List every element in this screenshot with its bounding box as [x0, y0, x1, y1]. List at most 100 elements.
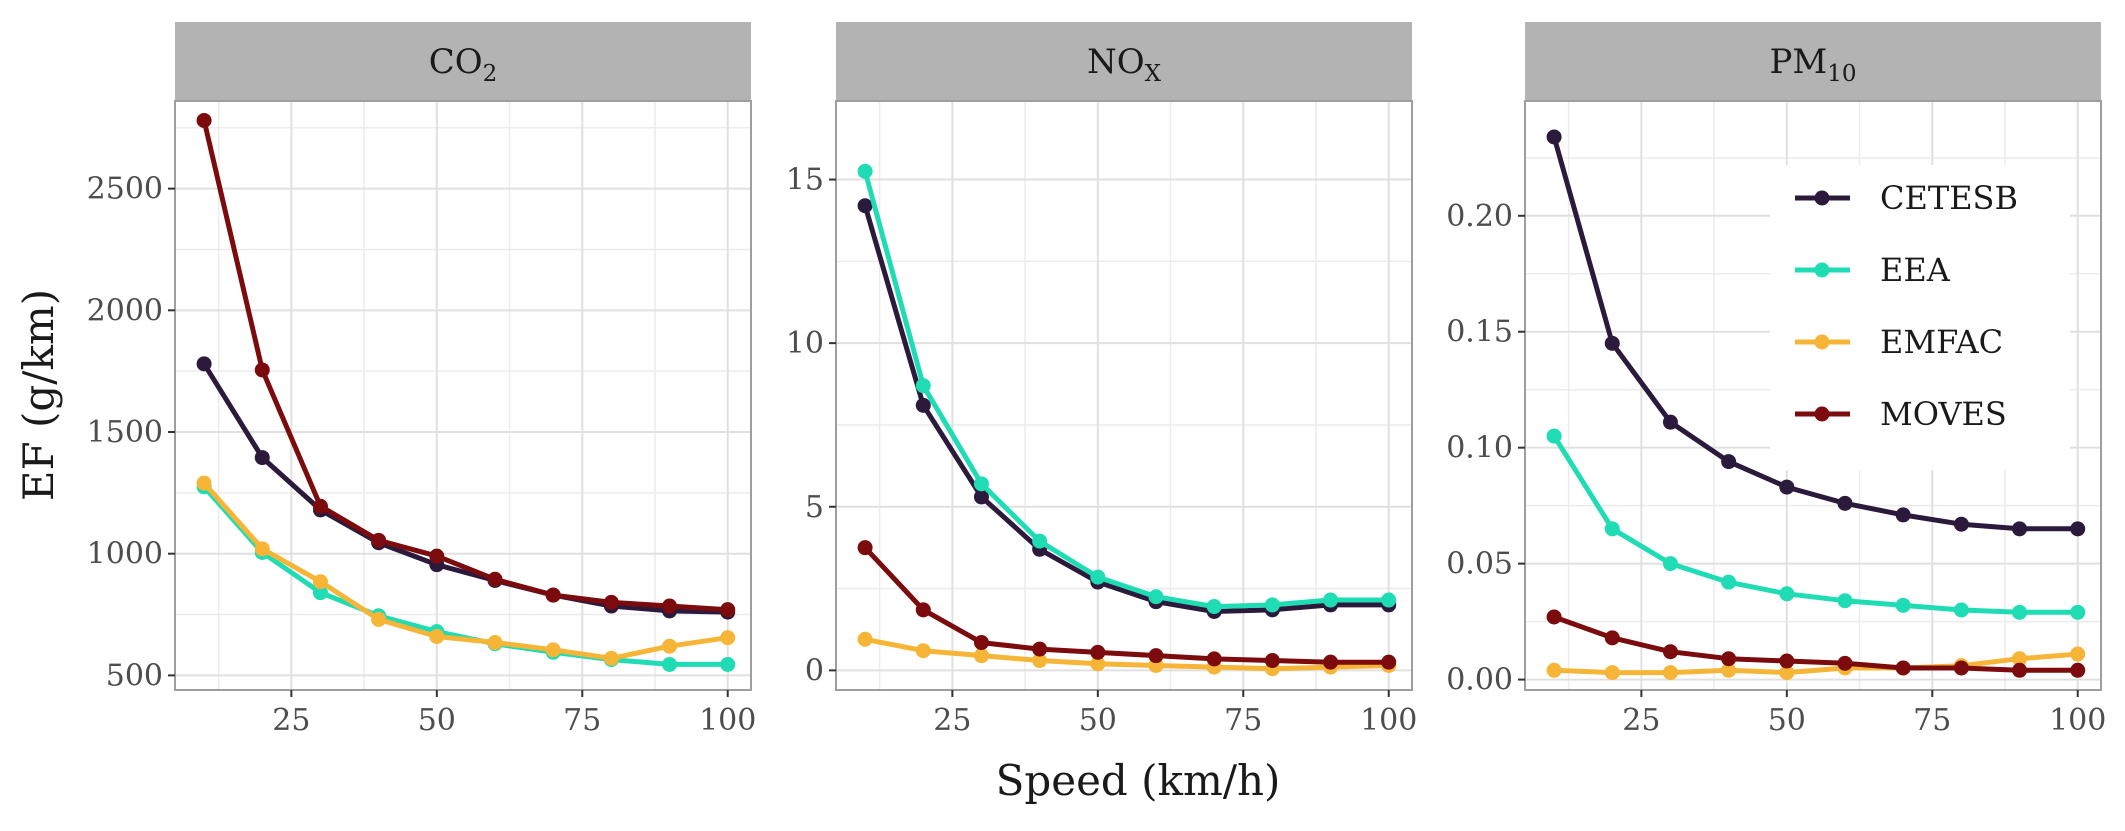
data-point — [1090, 656, 1106, 672]
data-point — [915, 378, 931, 394]
data-point — [1895, 507, 1911, 523]
facet-title: PM — [1770, 42, 1828, 82]
facet-title: NO — [1087, 42, 1145, 82]
series-line-cetesb — [1551, 136, 2078, 532]
data-point — [1721, 454, 1737, 470]
panel-border — [174, 100, 752, 691]
data-point — [1546, 428, 1562, 444]
legend-key-cetesb — [1795, 190, 1850, 206]
y-tick-label: 15 — [786, 163, 824, 198]
data-point — [1546, 662, 1562, 678]
series-line-eea — [1551, 434, 2078, 615]
x-tick-label: 100 — [1360, 703, 1417, 738]
x-tick-label: 75 — [563, 703, 601, 738]
data-point — [1032, 641, 1048, 657]
data-point — [1721, 662, 1737, 678]
data-point — [1779, 653, 1795, 669]
data-point — [1953, 660, 1969, 676]
data-point — [2012, 651, 2028, 667]
data-point — [1837, 593, 1853, 609]
data-point — [1323, 654, 1339, 670]
data-point — [487, 635, 503, 651]
data-point — [1546, 129, 1562, 145]
data-point — [973, 648, 989, 664]
data-point — [603, 650, 619, 666]
data-point — [2070, 646, 2086, 662]
data-point — [1604, 521, 1620, 537]
panel-2: NOX 25 50 75 100 0 5 10 15 — [786, 22, 1417, 738]
y-tick-label: 500 — [106, 658, 163, 693]
y-tick-label: 10 — [786, 326, 824, 361]
series-line-cetesb — [862, 205, 1389, 614]
data-point — [857, 163, 873, 179]
legend-label: EMFAC — [1880, 323, 2003, 361]
facet-title-subscript: 10 — [1827, 61, 1856, 87]
data-point — [254, 541, 270, 557]
data-point — [720, 656, 736, 672]
x-tick-label: 100 — [2049, 703, 2106, 738]
data-point — [1604, 630, 1620, 646]
legend-label: MOVES — [1880, 395, 2007, 433]
y-axis-title: EF (g/km) — [14, 289, 63, 501]
data-point — [662, 598, 678, 614]
x-tick-label: 50 — [418, 703, 456, 738]
data-point — [1090, 644, 1106, 660]
data-point — [1662, 665, 1678, 681]
y-tick-label: 0.10 — [1446, 431, 1513, 466]
x-tick-label: 25 — [1622, 703, 1660, 738]
series-line-moves — [863, 545, 1389, 665]
data-point — [545, 587, 561, 603]
data-point — [2012, 604, 2028, 620]
legend-label: CETESB — [1880, 179, 2018, 217]
x-tick-label: 75 — [1224, 703, 1262, 738]
facet-strip-label: CO2 — [429, 42, 498, 87]
data-point — [1721, 574, 1737, 590]
data-point — [1604, 335, 1620, 351]
data-point — [1837, 655, 1853, 671]
x-tick-label: 25 — [933, 703, 971, 738]
series-eea — [857, 163, 1397, 615]
series-eea — [1546, 428, 2086, 620]
data-point — [254, 450, 270, 466]
data-point — [1148, 648, 1164, 664]
y-tick-label: 0 — [805, 653, 824, 688]
facet-strip — [175, 22, 751, 101]
data-point — [1779, 479, 1795, 495]
data-point — [1264, 653, 1280, 669]
series-line-emfac — [202, 481, 729, 661]
facet-strip-label: NOX — [1087, 42, 1162, 87]
y-tick-label: 5 — [805, 490, 824, 525]
data-point — [915, 397, 931, 413]
series-line-emfac — [1554, 651, 2078, 676]
y-tick-label: 2000 — [87, 293, 163, 328]
data-point — [915, 643, 931, 659]
x-tick-label: 50 — [1768, 703, 1806, 738]
data-point — [1546, 609, 1562, 625]
data-point — [915, 602, 931, 618]
y-tick-label: 1000 — [87, 537, 163, 572]
panel-border — [1524, 100, 2102, 691]
series-moves — [196, 112, 736, 618]
facet-strip-label: PM10 — [1770, 42, 1857, 87]
x-axis-title: Speed (km/h) — [996, 756, 1281, 805]
data-point — [312, 574, 328, 590]
data-point — [312, 498, 328, 514]
data-point — [1779, 586, 1795, 602]
data-point — [196, 356, 212, 372]
data-point — [429, 548, 445, 564]
data-point — [371, 532, 387, 548]
data-point — [1895, 660, 1911, 676]
data-point — [196, 112, 212, 128]
legend: CETESB EEA EMFAC MOVES — [1770, 165, 2070, 470]
data-point — [1662, 414, 1678, 430]
data-point — [196, 475, 212, 491]
y-tick-label: 0.20 — [1446, 199, 1513, 234]
y-tick-label: 0.15 — [1446, 315, 1513, 350]
data-point — [312, 585, 328, 601]
data-point — [1721, 651, 1737, 667]
data-point — [2070, 662, 2086, 678]
data-point — [1148, 589, 1164, 605]
data-point — [1032, 653, 1048, 669]
data-point — [1206, 599, 1222, 615]
y-tick-label: 0.00 — [1446, 663, 1513, 698]
